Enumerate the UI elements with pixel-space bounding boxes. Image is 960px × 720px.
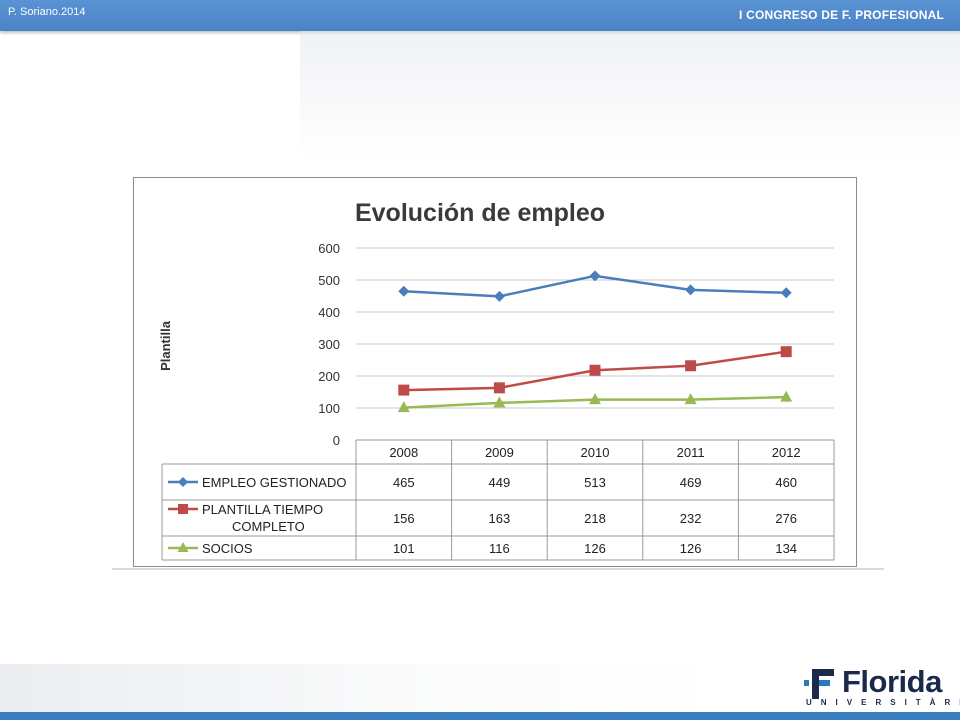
data-point [493, 290, 505, 302]
data-point [589, 364, 601, 376]
legend-label: COMPLETO [232, 519, 305, 534]
chart-title: Evolución de empleo [355, 199, 605, 227]
data-label: 163 [489, 511, 511, 526]
data-point [398, 285, 410, 297]
logo-wordmark: Florida [842, 664, 942, 699]
header-bar: P. Soriano.2014 I CONGRESO DE F. PROFESI… [0, 0, 960, 31]
data-label: 126 [680, 541, 702, 556]
y-tick-label: 600 [318, 241, 340, 256]
legend-label: PLANTILLA TIEMPO [202, 502, 323, 517]
y-tick-label: 200 [318, 369, 340, 384]
data-label: 465 [393, 475, 415, 490]
data-point [780, 287, 792, 299]
x-tick-label: 2010 [581, 445, 610, 460]
legend-label: SOCIOS [202, 541, 253, 556]
data-label: 218 [584, 511, 606, 526]
data-point [493, 382, 505, 394]
legend-label: EMPLEO GESTIONADO [202, 475, 346, 490]
data-label: 232 [680, 511, 702, 526]
data-label: 449 [489, 475, 511, 490]
data-label: 116 [489, 541, 510, 556]
florida-logo: Florida UNIVERSITÀRIA [804, 664, 960, 710]
data-label: 276 [775, 511, 797, 526]
y-tick-label: 400 [318, 305, 340, 320]
data-label: 460 [775, 475, 797, 490]
data-point [493, 396, 506, 408]
data-point [684, 393, 697, 405]
background-decoration-top [300, 31, 960, 161]
y-tick-label: 0 [333, 433, 340, 448]
x-tick-label: 2011 [677, 445, 705, 460]
data-label: 126 [584, 541, 606, 556]
logo-subtitle: UNIVERSITÀRIA [806, 698, 960, 707]
legend-marker [178, 477, 188, 487]
congress-title: I CONGRESO DE F. PROFESIONAL [739, 8, 944, 22]
data-point [397, 401, 410, 413]
data-point [398, 384, 410, 396]
y-tick-label: 100 [318, 401, 340, 416]
y-tick-label: 300 [318, 337, 340, 352]
legend-marker [178, 504, 188, 514]
florida-logo-mark-icon [804, 669, 834, 699]
legend-marker [177, 542, 189, 552]
author-label: P. Soriano.2014 [8, 6, 86, 18]
data-label: 134 [775, 541, 797, 556]
data-label: 513 [584, 475, 606, 490]
x-tick-label: 2008 [389, 445, 418, 460]
x-tick-label: 2012 [772, 445, 801, 460]
data-point [685, 360, 697, 372]
x-tick-label: 2009 [485, 445, 514, 460]
data-point [589, 270, 601, 282]
y-axis-label: Plantilla [158, 320, 173, 371]
slide-divider [112, 568, 884, 570]
data-label: 101 [393, 541, 415, 556]
data-point [589, 393, 601, 405]
background-decoration-bottom [0, 664, 960, 712]
y-tick-label: 500 [318, 273, 340, 288]
data-point [780, 390, 793, 402]
data-label: 469 [680, 475, 702, 490]
data-point [780, 346, 792, 358]
line-chart: Evolución de empleo Plantilla 0 100 200 300… [158, 199, 835, 561]
chart-container: Evolución de empleo Plantilla 0 100 200 300… [133, 177, 857, 567]
footer-bar [0, 712, 960, 720]
data-label: 156 [393, 511, 415, 526]
data-point [685, 284, 697, 296]
